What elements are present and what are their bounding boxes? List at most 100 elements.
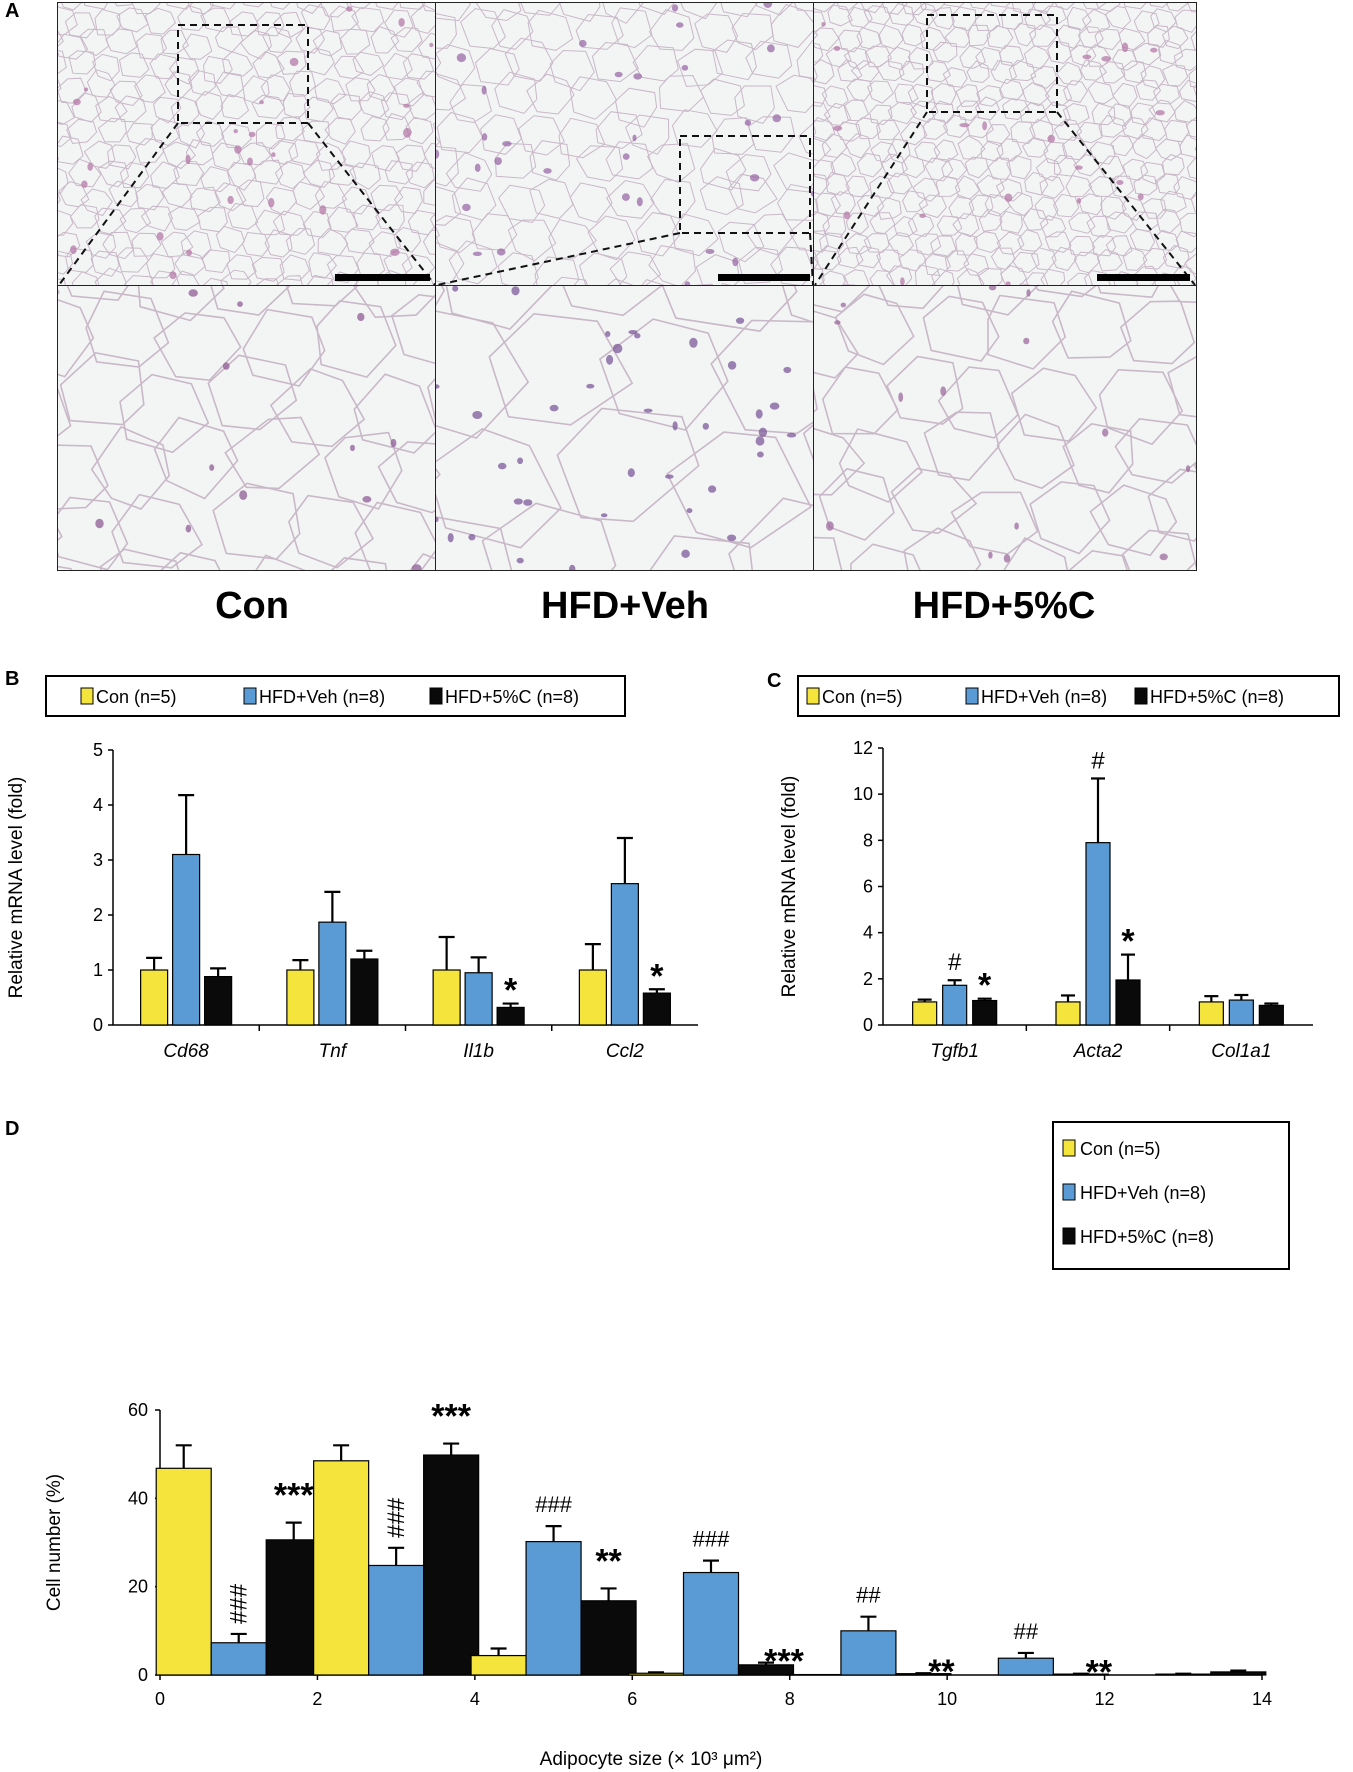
bar [610,883,639,1026]
chart-b: 0 1 2 3 4 5 Relative mRNA level (fold) Cd68 Tnf I… [6,675,698,1062]
significance-mark: # [1091,747,1105,774]
bar [580,1600,637,1676]
tissue-texture [814,286,1196,570]
bar [1055,1001,1081,1026]
x-tick-label: 0 [155,1689,165,1709]
bar [464,972,493,1026]
nuclei [436,3,814,286]
bar [840,1630,897,1676]
significance-mark: ** [595,1542,622,1580]
significance-mark: ## [856,1583,881,1608]
y-tick-label: 40 [128,1488,148,1508]
bar [313,1460,370,1676]
x-tick-label: 4 [470,1689,480,1709]
y-axis-label: Cell number (%) [44,1474,65,1611]
histo-con-zoom [57,285,437,571]
x-tick-label: Ccl2 [606,1041,644,1062]
significance-mark: * [504,972,518,1010]
x-axis-label: Adipocyte size (× 10³ μm²) [540,1749,763,1770]
significance-mark: * [650,957,664,995]
significance-mark: ## [1014,1619,1039,1644]
x-tick-label: Acta2 [1073,1041,1123,1062]
x-tick-label: Col1a1 [1211,1041,1271,1062]
y-axis-label: Relative mRNA level (fold) [779,776,800,998]
bar [642,992,671,1026]
histology-grid: Con HFD+Veh HFD+5%C [57,2,1197,646]
legend-label: Con (n=5) [1080,1139,1161,1159]
histo-hfd5c-overview [813,2,1197,287]
legend-label: HFD+Veh (n=8) [1080,1183,1206,1203]
bar [578,969,607,1026]
histo-con-overview [57,2,437,287]
bar [432,969,461,1026]
bar [1085,842,1111,1026]
bar [1228,999,1254,1026]
chart-d: 0 20 40 60 0 2 4 6 8 10 12 14 Adipocyte size (× 10³ … [44,1121,1290,1770]
bar [350,958,379,1026]
significance-mark: ### [226,1583,253,1624]
bar [1115,979,1141,1026]
significance-mark: * [978,967,992,1005]
x-tick-label: Il1b [463,1041,494,1062]
nuclei [821,22,1165,286]
bar [172,853,201,1026]
bar [210,1642,267,1676]
x-tick-label: Cd68 [163,1041,209,1062]
legend-swatch [243,687,257,705]
tissue-texture [58,286,436,570]
nuclei [826,286,1191,563]
bar [627,1672,685,1676]
histo-hfd5c-zoom [813,285,1197,571]
legend-label: HFD+Veh (n=8) [259,687,385,707]
group-label-hfd5c: HFD+5%C [912,585,1096,627]
nuclei [436,286,797,570]
legend-swatch [429,687,443,705]
legend-swatch [80,687,94,705]
bar [318,921,347,1026]
scale-bar-con [335,274,430,281]
histo-hfdveh-zoom [435,285,815,571]
bar [286,969,315,1026]
legend [797,675,1340,717]
bar [140,969,169,1026]
y-tick-label: 4 [93,795,103,815]
y-tick-label: 6 [863,877,873,897]
legend [1052,1121,1290,1270]
bar [682,1571,740,1676]
bar [912,1001,938,1026]
significance-mark: ### [383,1497,410,1538]
bar [423,1454,480,1676]
y-axis-label: Relative mRNA level (fold) [6,777,27,999]
y-tick-label: 60 [128,1400,148,1420]
bar [265,1539,322,1676]
bar [997,1657,1054,1676]
bar [942,984,968,1026]
bar [1210,1671,1267,1676]
significance-mark: *** [431,1398,471,1436]
significance-mark: ### [693,1527,730,1552]
panel-d-letter: D [5,1118,20,1140]
significance-mark: ### [535,1492,572,1517]
panel-c-letter: C [767,670,782,692]
bar [470,1654,527,1676]
x-tick-label: Tnf [319,1041,348,1062]
legend-label: HFD+5%C (n=8) [445,687,579,707]
bar [368,1564,425,1676]
legend-swatch [1062,1139,1076,1157]
x-tick-label: 8 [785,1689,795,1709]
tissue-texture [58,3,436,286]
x-tick-label: 6 [627,1689,637,1709]
significance-mark: *** [764,1643,804,1681]
y-tick-label: 0 [138,1665,148,1685]
tissue-texture [436,3,814,286]
bar [1258,1004,1284,1026]
y-tick-label: 4 [863,923,873,943]
legend-label: Con (n=5) [96,687,177,707]
y-tick-label: 1 [93,960,103,980]
bar [972,999,998,1026]
panel-a-letter: A [5,0,20,22]
significance-mark: ** [928,1653,955,1691]
histo-hfdveh-overview [435,2,815,287]
inset-box-hfd5c [926,14,1058,113]
bar [204,976,233,1026]
